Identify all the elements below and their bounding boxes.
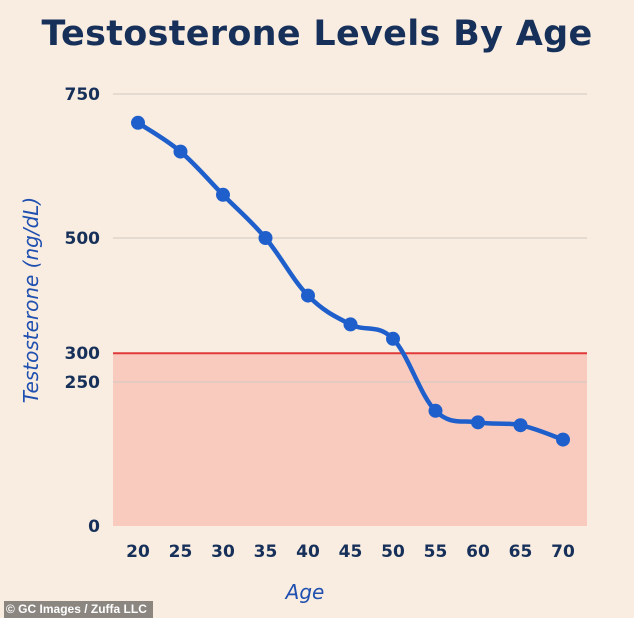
x-tick-label: 30 xyxy=(211,542,235,562)
data-point xyxy=(258,231,273,245)
data-point xyxy=(471,415,485,430)
chart-title: Testosterone Levels By Age xyxy=(41,14,593,54)
x-tick-label: 50 xyxy=(381,542,405,562)
y-tick-label: 500 xyxy=(65,229,101,249)
y-tick-label: 300 xyxy=(65,344,101,364)
y-tick-label: 250 xyxy=(65,373,101,393)
y-tick-label: 750 xyxy=(65,85,101,105)
x-tick-label: 55 xyxy=(424,542,448,562)
x-tick-label: 70 xyxy=(551,542,575,562)
data-point xyxy=(513,418,528,433)
image-credit: © GC Images / Zuffa LLC xyxy=(4,601,153,618)
data-point xyxy=(343,317,358,332)
x-axis-label: Age xyxy=(284,580,325,604)
x-tick-label: 35 xyxy=(254,542,278,562)
x-tick-label: 45 xyxy=(339,542,363,562)
x-tick-label: 25 xyxy=(169,542,193,562)
data-point xyxy=(428,403,443,418)
data-point xyxy=(216,187,230,202)
data-point xyxy=(556,432,570,447)
y-tick-label: 0 xyxy=(88,517,100,537)
x-tick-label: 65 xyxy=(509,542,533,562)
data-point xyxy=(131,115,145,130)
x-tick-label: 20 xyxy=(126,542,150,562)
threshold-shaded-region xyxy=(113,353,587,526)
data-point xyxy=(173,144,188,159)
data-point xyxy=(301,288,315,303)
data-point xyxy=(386,331,400,346)
x-tick-label: 40 xyxy=(296,542,320,562)
x-tick-label: 60 xyxy=(466,542,490,562)
y-axis-label: Testosterone (ng/dL) xyxy=(19,197,43,403)
